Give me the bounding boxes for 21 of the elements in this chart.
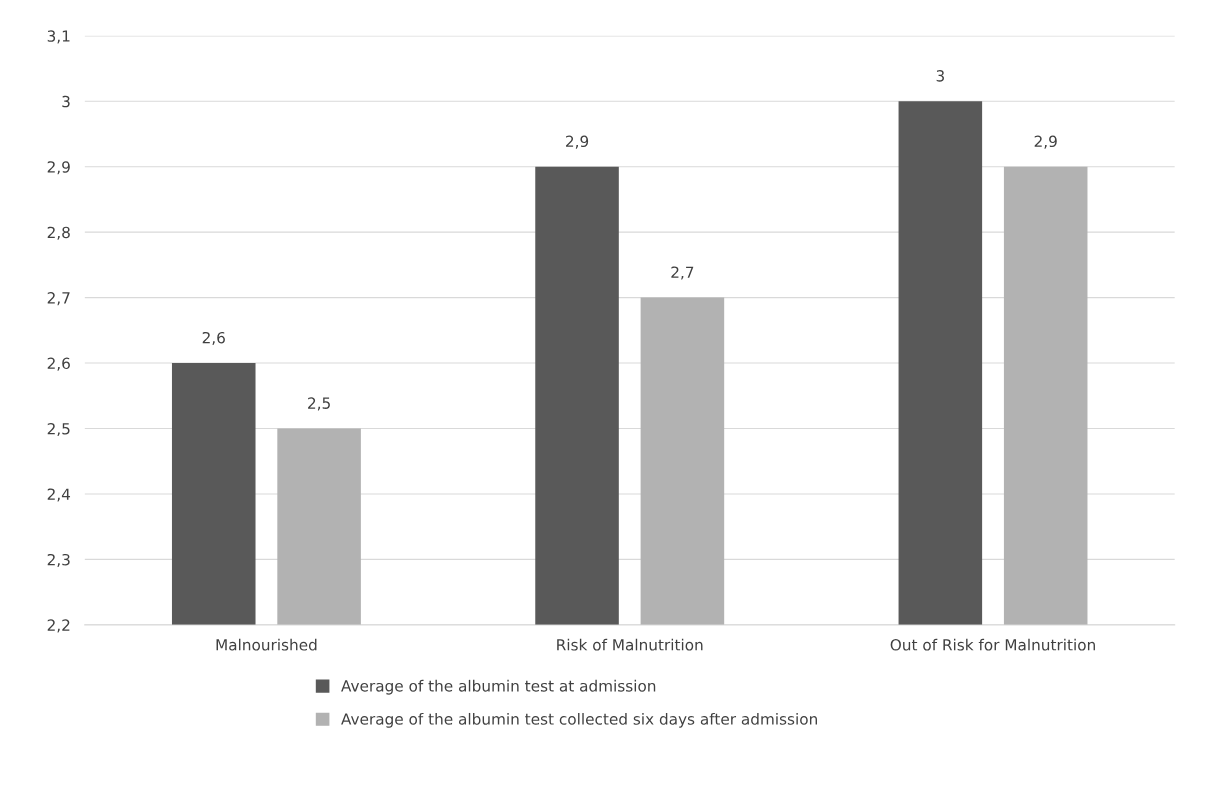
y-tick-label: 2,5 — [47, 422, 70, 437]
data-label: 2,6 — [202, 331, 225, 345]
data-label: 2,9 — [1034, 135, 1057, 149]
y-tick-label: 2,9 — [47, 161, 70, 175]
legend-label: Average of the albumin test collected six days after admission — [341, 712, 817, 728]
data-label: 3 — [936, 70, 944, 82]
legend-label: Average of the albumin test at admission — [341, 679, 656, 695]
y-tick-label: 2,2 — [47, 619, 70, 633]
y-tick-label: 2,8 — [47, 226, 70, 240]
y-tick-label: 2,7 — [47, 292, 70, 306]
y-tick-label: 3 — [62, 95, 70, 108]
data-label: 2,7 — [671, 266, 694, 280]
data-label: 2,5 — [308, 397, 330, 411]
y-tick-label: 2,3 — [47, 553, 70, 567]
data-label: 2,9 — [566, 135, 589, 149]
y-tick-label: 2,4 — [47, 488, 71, 502]
y-tick-label: 2,6 — [47, 357, 70, 371]
x-tick-label: Malnourished — [216, 638, 317, 651]
x-tick-label: Out of Risk for Malnutrition — [890, 638, 1095, 651]
y-tick-label: 3,1 — [47, 30, 70, 44]
x-tick-label: Risk of Malnutrition — [557, 638, 703, 651]
